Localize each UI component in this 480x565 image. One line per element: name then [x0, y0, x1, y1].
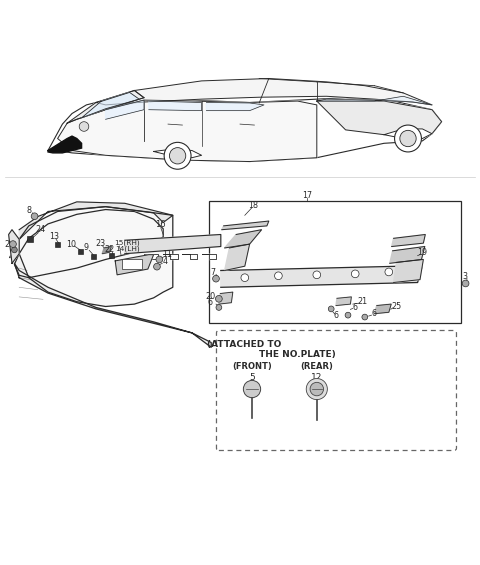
Text: 8: 8: [26, 206, 31, 215]
Circle shape: [275, 272, 282, 280]
Circle shape: [10, 241, 16, 247]
Circle shape: [351, 270, 359, 278]
Circle shape: [462, 280, 469, 287]
FancyBboxPatch shape: [216, 331, 456, 450]
Polygon shape: [115, 255, 154, 275]
Polygon shape: [219, 292, 233, 304]
Text: 4: 4: [163, 258, 168, 266]
Text: 21: 21: [357, 297, 368, 306]
Polygon shape: [14, 210, 163, 278]
Polygon shape: [394, 259, 423, 282]
Text: 6: 6: [372, 309, 377, 318]
Text: 23: 23: [96, 238, 106, 247]
Circle shape: [156, 256, 163, 263]
Polygon shape: [384, 129, 432, 138]
Circle shape: [12, 247, 17, 253]
Text: 6: 6: [353, 303, 358, 312]
Polygon shape: [106, 100, 144, 119]
Polygon shape: [182, 254, 197, 259]
Polygon shape: [19, 202, 173, 240]
Text: 3: 3: [462, 272, 467, 281]
Bar: [91, 254, 96, 259]
Text: (FRONT): (FRONT): [232, 362, 272, 371]
Text: 17: 17: [302, 190, 312, 199]
Polygon shape: [225, 244, 250, 271]
Text: 5: 5: [249, 372, 255, 381]
Polygon shape: [125, 234, 221, 254]
Text: 19: 19: [417, 248, 428, 257]
Text: 25: 25: [391, 302, 401, 311]
Polygon shape: [163, 254, 178, 259]
Text: THE NO.PLATE): THE NO.PLATE): [259, 350, 336, 359]
Polygon shape: [336, 297, 351, 306]
Circle shape: [345, 312, 351, 318]
Text: 16: 16: [156, 220, 166, 229]
Polygon shape: [9, 230, 19, 263]
Text: 11: 11: [162, 250, 172, 259]
Polygon shape: [154, 149, 202, 158]
Polygon shape: [48, 136, 82, 153]
Polygon shape: [14, 263, 211, 347]
Circle shape: [213, 275, 219, 282]
Circle shape: [362, 314, 368, 320]
Polygon shape: [48, 98, 442, 162]
Circle shape: [216, 295, 222, 302]
Polygon shape: [317, 101, 442, 134]
Text: 14(LH): 14(LH): [115, 246, 140, 252]
Polygon shape: [225, 230, 262, 248]
Circle shape: [328, 306, 334, 312]
Polygon shape: [149, 101, 202, 111]
Circle shape: [169, 147, 186, 164]
Circle shape: [164, 142, 191, 170]
Polygon shape: [374, 304, 391, 314]
Bar: [27, 236, 33, 242]
Polygon shape: [10, 207, 173, 306]
Circle shape: [400, 131, 416, 147]
Polygon shape: [144, 254, 158, 259]
Bar: [55, 242, 60, 246]
Polygon shape: [96, 79, 432, 105]
Text: 12: 12: [311, 372, 323, 381]
Circle shape: [395, 125, 421, 152]
Polygon shape: [317, 96, 432, 105]
Circle shape: [306, 379, 327, 399]
Circle shape: [241, 274, 249, 281]
Text: 10: 10: [66, 240, 76, 249]
Circle shape: [216, 305, 222, 310]
Polygon shape: [221, 266, 422, 287]
Polygon shape: [67, 90, 144, 123]
Circle shape: [385, 268, 393, 276]
Circle shape: [154, 263, 160, 270]
Polygon shape: [392, 234, 425, 246]
Polygon shape: [222, 221, 269, 230]
Text: (REAR): (REAR): [300, 362, 333, 371]
Circle shape: [310, 383, 324, 396]
Text: 15(RH): 15(RH): [114, 240, 140, 246]
Polygon shape: [202, 254, 216, 259]
Bar: [122, 259, 142, 269]
Circle shape: [79, 121, 89, 131]
Text: 24: 24: [36, 225, 46, 234]
Bar: [109, 253, 114, 258]
Text: 6: 6: [208, 298, 213, 307]
Polygon shape: [206, 102, 264, 111]
Polygon shape: [102, 246, 111, 254]
Circle shape: [243, 380, 261, 398]
Text: 20: 20: [205, 292, 216, 301]
Text: 2: 2: [4, 240, 9, 249]
Text: (ATTACHED TO: (ATTACHED TO: [207, 340, 281, 349]
Polygon shape: [58, 100, 317, 162]
Polygon shape: [390, 246, 425, 263]
Bar: [209, 201, 461, 323]
Text: 18: 18: [249, 201, 258, 210]
Text: 9: 9: [84, 244, 89, 253]
Text: 22: 22: [104, 245, 115, 254]
Polygon shape: [82, 93, 139, 118]
Text: 13: 13: [49, 232, 59, 241]
Circle shape: [313, 271, 321, 279]
Text: 6: 6: [334, 311, 338, 320]
Text: 7: 7: [210, 268, 215, 277]
Circle shape: [31, 213, 38, 220]
Bar: [78, 249, 83, 254]
